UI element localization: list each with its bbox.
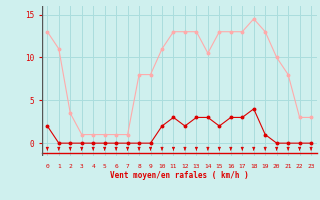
X-axis label: Vent moyen/en rafales ( km/h ): Vent moyen/en rafales ( km/h ) xyxy=(110,171,249,180)
